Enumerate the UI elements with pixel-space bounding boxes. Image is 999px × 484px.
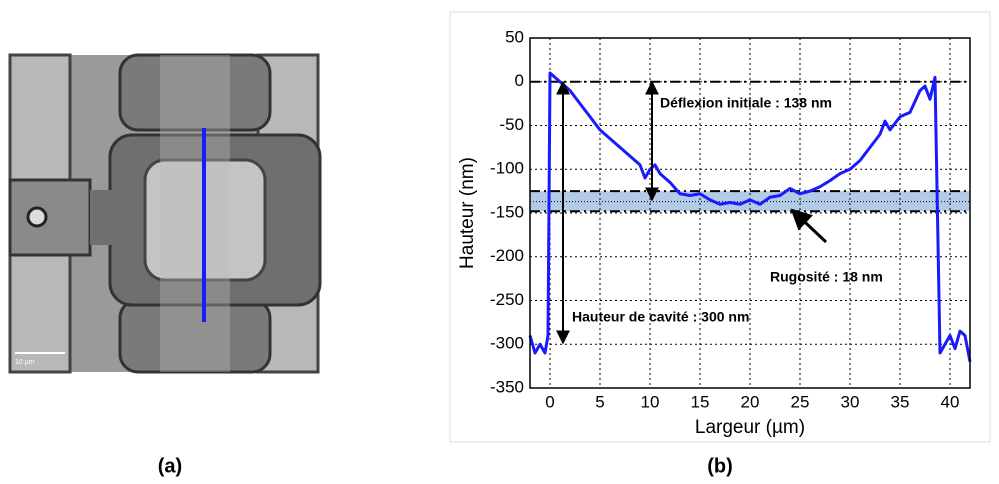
annotation: Déflexion initiale : 138 nm <box>660 95 832 111</box>
plot-frame <box>529 37 971 389</box>
x-tick-label: 20 <box>741 392 760 411</box>
y-axis-label: Hauteur (nm) <box>457 157 478 269</box>
y-tick-label: -350 <box>490 377 524 396</box>
y-tick-label: -200 <box>490 246 524 265</box>
annotation: Rugosité : 18 nm <box>770 269 883 285</box>
y-tick-label: 0 <box>515 71 524 90</box>
arrow <box>790 208 828 244</box>
x-tick-label: 40 <box>941 392 960 411</box>
x-tick-label: 10 <box>641 392 660 411</box>
x-tick-label: 0 <box>545 392 554 411</box>
y-tick-label: -150 <box>490 202 524 221</box>
x-axis-label: Largeur (µm) <box>695 417 805 438</box>
y-tick-label: 50 <box>505 27 524 46</box>
chart-frame <box>449 11 991 443</box>
y-tick-label: -250 <box>490 290 524 309</box>
x-tick-label: 30 <box>841 392 860 411</box>
y-tick-label: -300 <box>490 334 524 353</box>
x-tick-label: 35 <box>891 392 910 411</box>
scale-bar-label: 10 µm <box>15 359 35 366</box>
profile-line <box>528 71 972 363</box>
y-tick-label: -100 <box>490 159 524 178</box>
x-tick-label: 25 <box>791 392 810 411</box>
annotation: Hauteur de cavité : 300 nm <box>572 309 749 325</box>
micrograph <box>8 53 322 374</box>
x-tick-label: 5 <box>595 392 604 411</box>
x-tick-label: 15 <box>691 392 710 411</box>
panel-label: (a) <box>158 455 182 477</box>
panel-label: (b) <box>707 455 733 477</box>
y-tick-label: -50 <box>499 115 524 134</box>
